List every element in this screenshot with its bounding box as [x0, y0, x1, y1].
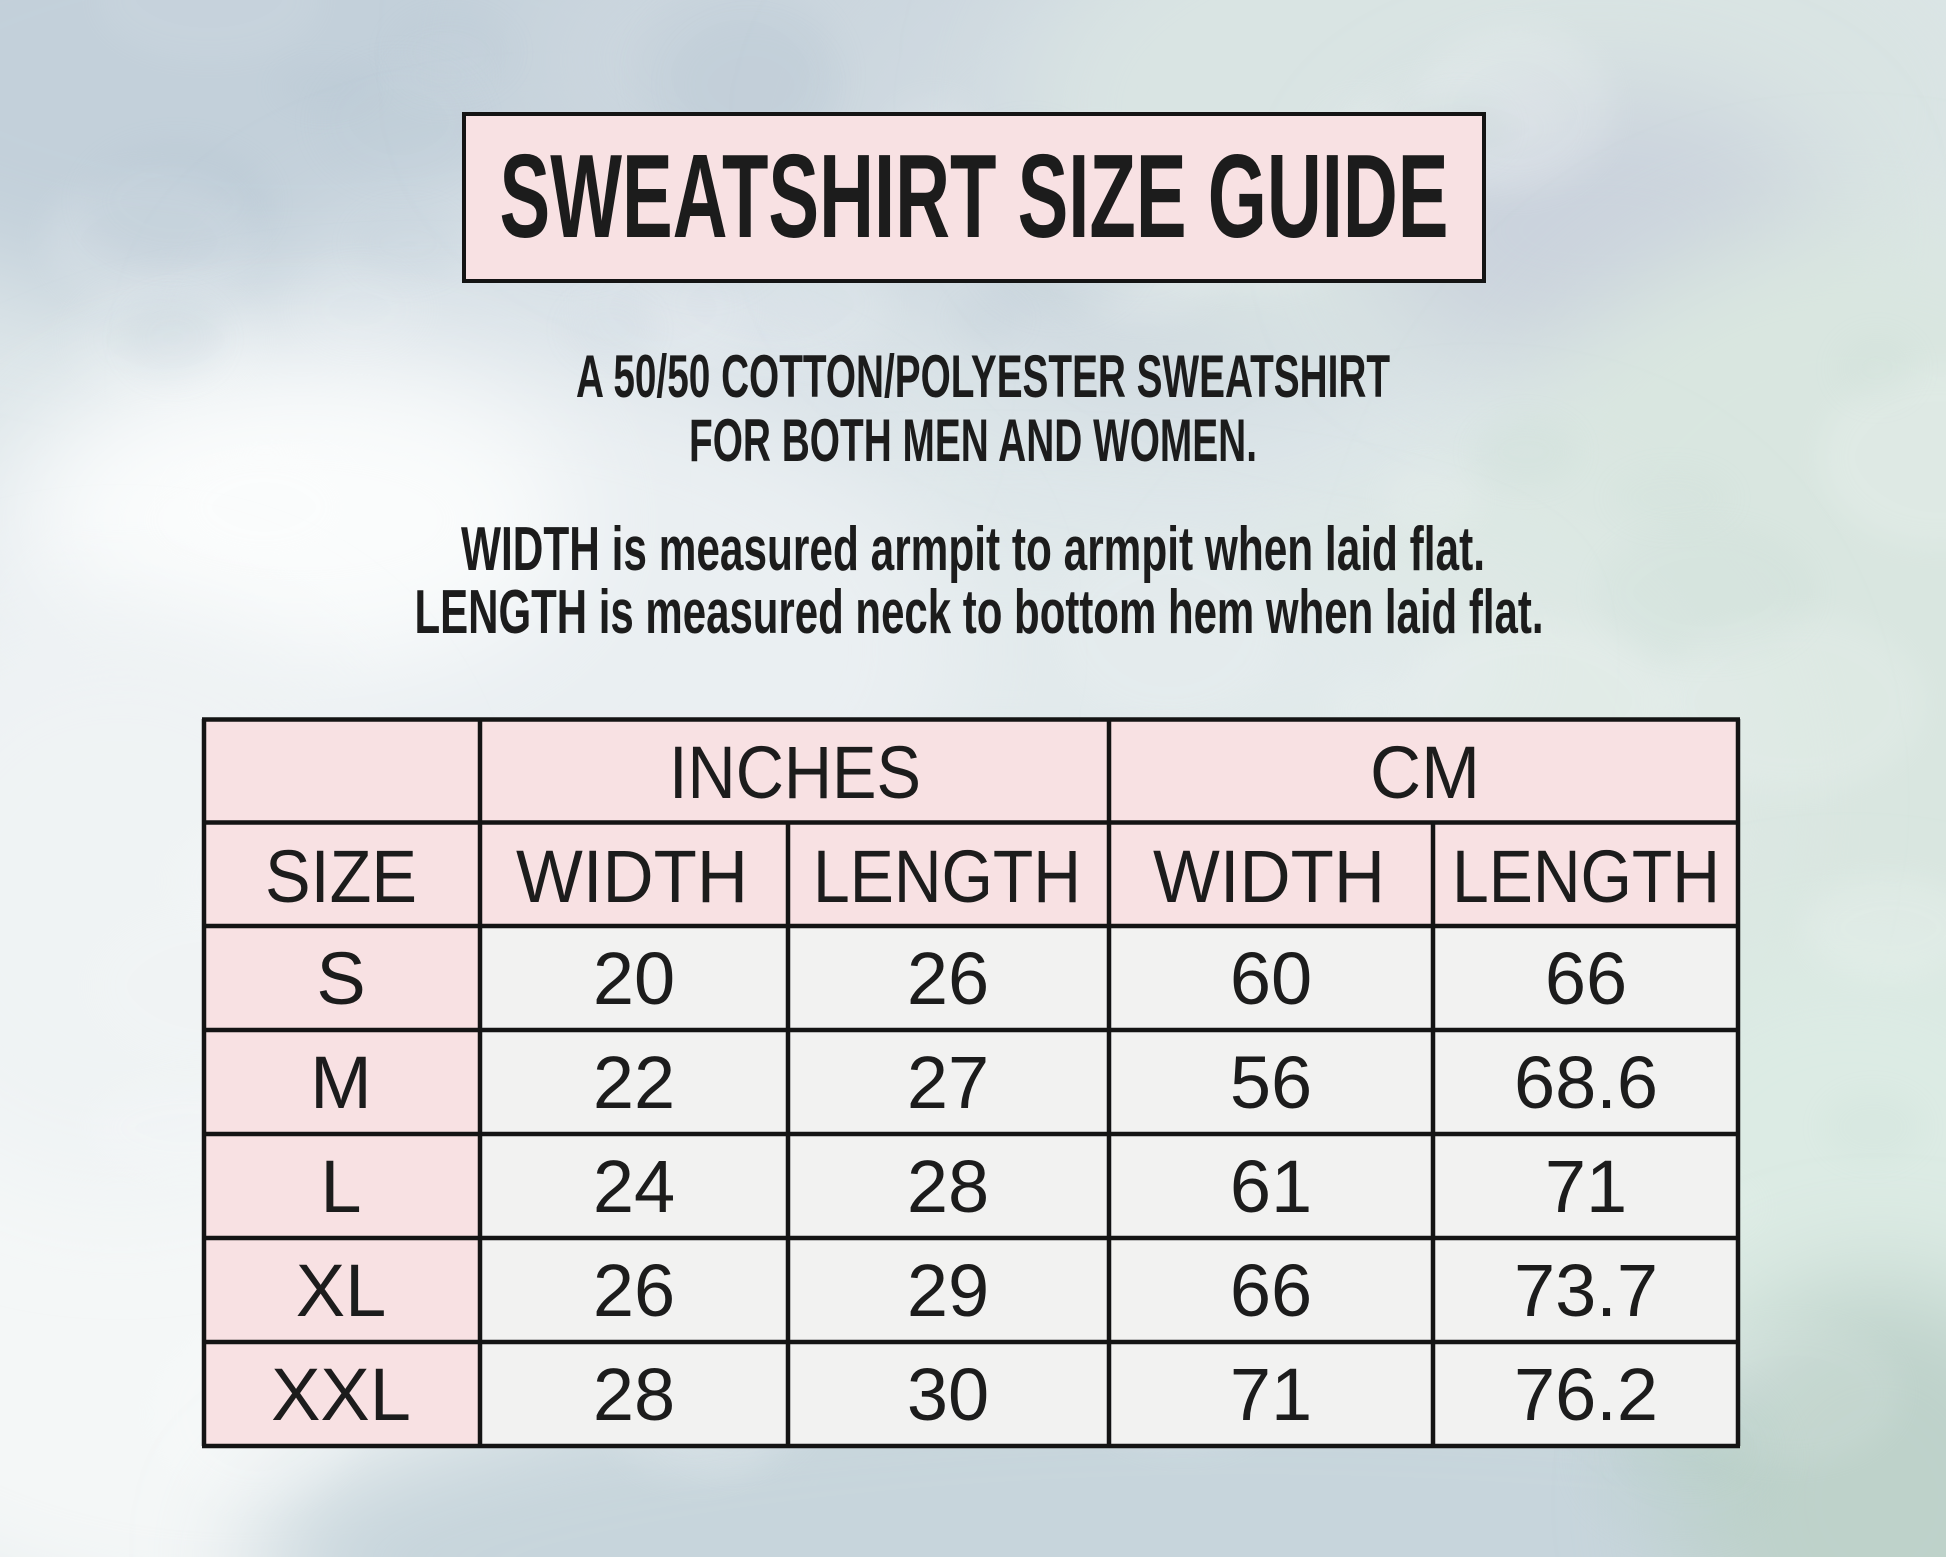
svg-text:XXL: XXL — [271, 1353, 411, 1436]
svg-text:26: 26 — [907, 937, 989, 1020]
svg-text:LENGTH: LENGTH — [813, 835, 1081, 918]
svg-text:INCHES: INCHES — [669, 731, 921, 814]
svg-text:22: 22 — [593, 1041, 675, 1124]
svg-text:68.6: 68.6 — [1514, 1041, 1658, 1124]
svg-text:27: 27 — [907, 1041, 989, 1124]
svg-text:24: 24 — [593, 1145, 675, 1228]
svg-text:28: 28 — [593, 1353, 675, 1436]
svg-text:WIDTH: WIDTH — [1153, 835, 1385, 918]
svg-text:28: 28 — [907, 1145, 989, 1228]
svg-text:66: 66 — [1230, 1249, 1312, 1332]
svg-text:30: 30 — [907, 1353, 989, 1436]
svg-text:73.7: 73.7 — [1514, 1249, 1658, 1332]
svg-text:LENGTH is measured neck to bot: LENGTH is measured neck to bottom hem wh… — [415, 578, 1544, 647]
svg-text:WIDTH: WIDTH — [516, 835, 748, 918]
svg-text:L: L — [320, 1145, 361, 1228]
svg-text:M: M — [310, 1041, 372, 1124]
svg-text:A 50/50 COTTON/POLYESTER SWEAT: A 50/50 COTTON/POLYESTER SWEATSHIRT — [576, 343, 1390, 410]
svg-text:26: 26 — [593, 1249, 675, 1332]
svg-text:71: 71 — [1230, 1353, 1312, 1436]
svg-text:LENGTH: LENGTH — [1452, 835, 1720, 918]
svg-text:60: 60 — [1230, 937, 1312, 1020]
svg-text:20: 20 — [593, 937, 675, 1020]
svg-text:SIZE: SIZE — [265, 835, 417, 918]
svg-text:FOR BOTH MEN AND WOMEN.: FOR BOTH MEN AND WOMEN. — [689, 407, 1257, 474]
svg-text:29: 29 — [907, 1249, 989, 1332]
svg-text:56: 56 — [1230, 1041, 1312, 1124]
svg-text:XL: XL — [296, 1249, 387, 1332]
svg-text:CM: CM — [1370, 731, 1480, 814]
svg-text:61: 61 — [1230, 1145, 1312, 1228]
svg-text:SWEATSHIRT SIZE GUIDE: SWEATSHIRT SIZE GUIDE — [500, 130, 1449, 263]
svg-text:WIDTH is measured armpit to ar: WIDTH is measured armpit to armpit when … — [461, 515, 1485, 584]
svg-text:76.2: 76.2 — [1514, 1353, 1658, 1436]
svg-text:71: 71 — [1545, 1145, 1627, 1228]
svg-text:66: 66 — [1545, 937, 1627, 1020]
svg-text:S: S — [316, 937, 365, 1020]
